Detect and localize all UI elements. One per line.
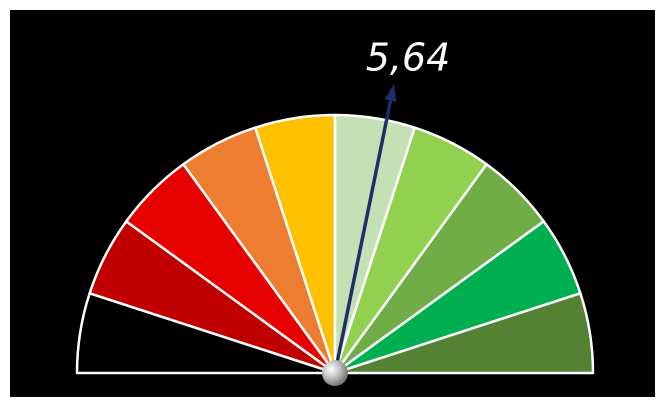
gauge bbox=[75, 83, 595, 386]
needle-head bbox=[384, 83, 397, 102]
needle-shaft bbox=[333, 100, 393, 374]
gauge-segment bbox=[333, 292, 595, 375]
value-label: 5,64 bbox=[366, 36, 451, 80]
needle-hub bbox=[322, 360, 348, 386]
needle bbox=[333, 83, 397, 374]
